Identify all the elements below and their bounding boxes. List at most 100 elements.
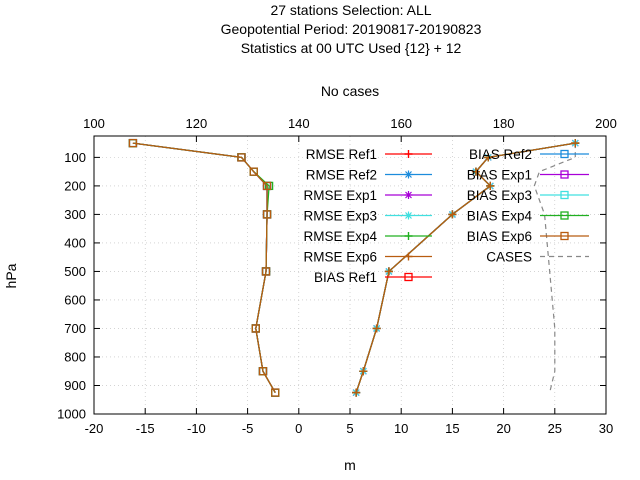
legend-label: BIAS Exp6: [467, 229, 532, 244]
cases-line: [533, 143, 576, 393]
x-tick-label: 15: [445, 421, 459, 436]
series-rmse-ref1: [352, 139, 580, 397]
legend-item: RMSE Ref1: [306, 147, 432, 162]
series-bias-exp4: [128, 138, 280, 397]
series-bias-exp3: [128, 138, 280, 397]
series-bias-exp1: [128, 138, 280, 397]
series-rmse-exp6: [352, 139, 580, 397]
legend-label: RMSE Ref1: [306, 147, 377, 162]
data-point: [471, 167, 480, 176]
data-point: [251, 324, 260, 333]
legend-item: RMSE Ref2: [306, 168, 432, 183]
legend-item: BIAS Exp6: [467, 229, 589, 244]
x-axis-label: m: [344, 457, 356, 473]
y-tick-label: 300: [64, 207, 86, 222]
legend-marker: [560, 149, 569, 159]
legend-label: BIAS Exp1: [467, 168, 532, 183]
x2-tick-label: 100: [83, 116, 105, 131]
legend-marker: [560, 190, 569, 200]
data-point: [571, 139, 580, 148]
series-layer: [128, 138, 580, 397]
legend-item: RMSE Exp1: [303, 188, 432, 203]
series-line: [132, 142, 276, 393]
x-tick-label: 0: [295, 421, 302, 436]
data-point: [384, 267, 393, 276]
legend-label: CASES: [486, 250, 532, 265]
y-tick-label: 400: [64, 235, 86, 250]
data-point: [372, 324, 381, 333]
x2-tick-label: 180: [493, 116, 515, 131]
legend-label: BIAS Exp3: [467, 188, 532, 203]
legend-label: BIAS Exp4: [467, 209, 533, 224]
title-line-2: Geopotential Period: 20190817-20190823: [221, 21, 482, 37]
title-line-1: 27 stations Selection: ALL: [270, 2, 431, 18]
y-tick-label: 200: [64, 178, 86, 193]
x-tick-label: 30: [599, 421, 613, 436]
legend-label: RMSE Exp1: [303, 188, 377, 203]
series-line: [132, 142, 276, 393]
series-bias-ref1: [128, 138, 280, 397]
x2-axis-label: No cases: [321, 83, 379, 99]
legend-marker: [404, 191, 413, 199]
x2-tick-label: 120: [186, 116, 208, 131]
legend-label: BIAS Ref2: [469, 147, 532, 162]
series-rmse-exp1: [352, 139, 580, 397]
series-rmse-exp3: [352, 139, 580, 397]
y-tick-label: 700: [64, 321, 86, 336]
legend-label: BIAS Ref1: [314, 270, 377, 285]
title-line-3: Statistics at 00 UTC Used {12} + 12: [241, 40, 462, 56]
legend-marker: [404, 232, 413, 240]
data-point: [249, 167, 258, 176]
series-bias-ref2: [128, 138, 280, 397]
chart-title: 27 stations Selection: ALL Geopotential …: [221, 2, 482, 56]
series-rmse-exp4: [352, 139, 580, 397]
y-axis-label: hPa: [3, 263, 19, 288]
x-tick-label: 5: [346, 421, 353, 436]
series-bias-exp6: [128, 138, 280, 397]
x-tick-label: -5: [242, 421, 254, 436]
legend-item: CASES: [486, 250, 589, 265]
x-tick-label: 20: [496, 421, 510, 436]
data-point: [271, 388, 280, 397]
data-point: [262, 210, 272, 219]
legend-item: BIAS Exp3: [467, 188, 589, 203]
legend-marker: [560, 170, 569, 179]
y-tick-label: 100: [64, 150, 86, 165]
legend-label: RMSE Ref2: [306, 168, 377, 183]
legend-marker: [404, 272, 413, 282]
series-rmse-ref2: [352, 139, 580, 397]
data-point: [359, 367, 368, 376]
x2-tick-label: 160: [390, 116, 412, 131]
y-tick-label: 500: [64, 264, 86, 279]
legend-item: BIAS Exp4: [467, 209, 589, 224]
grid: [94, 136, 606, 414]
legend-marker: [404, 211, 413, 220]
x-tick-label: 10: [394, 421, 408, 436]
legend-marker: [560, 231, 569, 241]
y-tick-label: 600: [64, 292, 86, 307]
data-point: [261, 267, 271, 276]
data-point: [352, 388, 361, 397]
data-point: [262, 181, 272, 191]
x-tick-label: -15: [136, 421, 155, 436]
legend-label: RMSE Exp4: [303, 229, 377, 244]
legend-marker: [404, 252, 413, 261]
legend-marker: [560, 211, 569, 220]
series-line: [132, 142, 276, 393]
ticks: -20 -15 -10 -5 0 5 10 15 20 25 30 100 120 140 160 180 20…: [57, 116, 617, 436]
data-point: [258, 367, 268, 376]
x-tick-label: -10: [187, 421, 206, 436]
series-line: [132, 142, 276, 393]
legend-item: RMSE Exp4: [303, 229, 432, 244]
data-point: [484, 153, 493, 162]
legend-item: RMSE Exp3: [303, 209, 432, 224]
series-cases: [533, 143, 576, 393]
data-point: [128, 138, 138, 148]
series-line: [132, 142, 276, 393]
y-tick-label: 900: [64, 378, 86, 393]
x2-tick-label: 140: [288, 116, 310, 131]
x-tick-label: -20: [85, 421, 104, 436]
legend-label: RMSE Exp6: [303, 250, 377, 265]
legend-label: RMSE Exp3: [303, 209, 377, 224]
